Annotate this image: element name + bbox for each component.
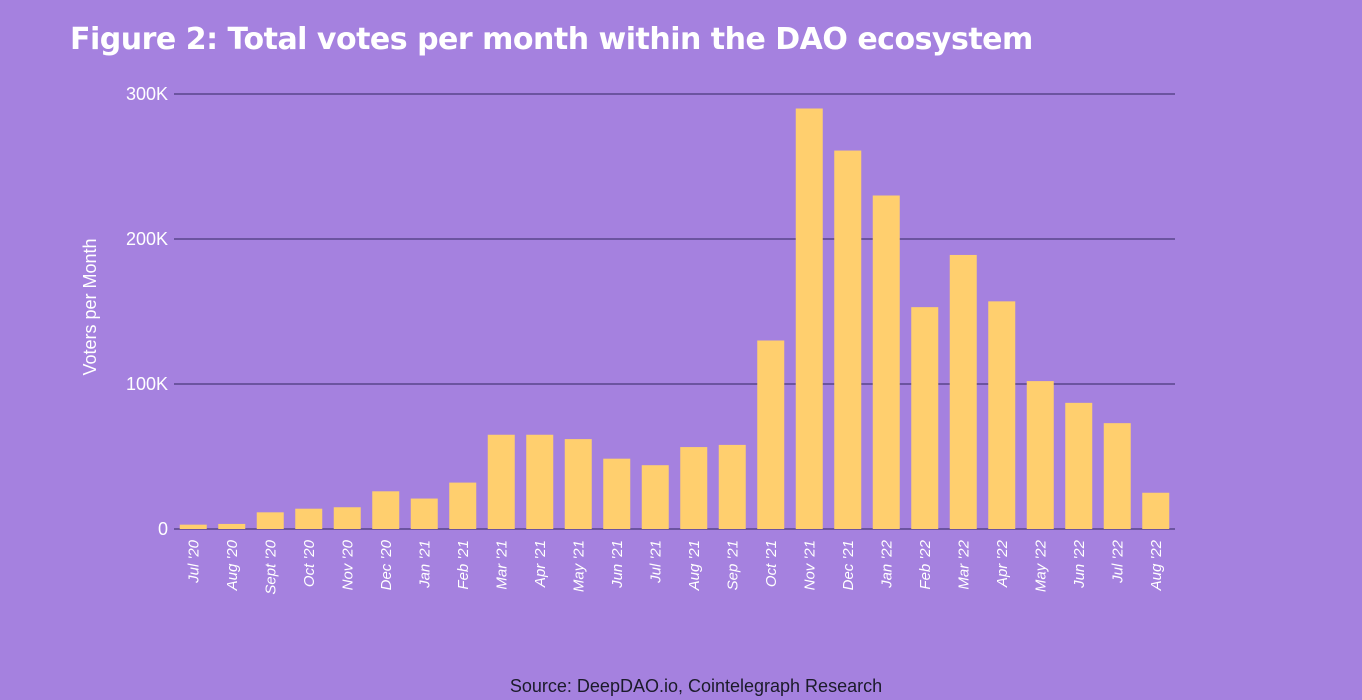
x-tick-label: Sept '20 [262, 539, 279, 594]
source-note: Source: DeepDAO.io, Cointelegraph Resear… [509, 676, 883, 696]
bar [1026, 381, 1054, 529]
bar [1065, 402, 1093, 529]
bar [526, 434, 554, 529]
bar [410, 498, 438, 529]
x-tick-label: Nov '20 [339, 539, 356, 590]
bar [333, 507, 361, 529]
x-tick-label: Mar '22 [955, 539, 972, 589]
bar [449, 482, 477, 529]
x-tick-label: Dec '21 [840, 540, 857, 590]
bar [603, 458, 631, 529]
bar [911, 307, 939, 529]
bar [872, 195, 900, 529]
x-tick-label: Sep '21 [724, 540, 741, 590]
bar [179, 524, 207, 529]
bar [641, 465, 669, 529]
x-tick-label: Jun '22 [1071, 539, 1088, 589]
bar [834, 150, 862, 530]
bar [680, 447, 708, 529]
x-axis-tick-labels: Jul '20 Aug '20 Sept '20 Oct '20 Nov '20 Dec … [185, 539, 1165, 594]
x-tick-label: Aug '20 [224, 539, 241, 591]
y-axis-tick-labels: 0 100K 200K 300K [126, 84, 168, 539]
bar [256, 512, 284, 529]
x-tick-label: Oct '21 [763, 540, 780, 587]
y-tick-label: 0 [158, 519, 168, 539]
x-tick-label: Jul '20 [185, 539, 202, 584]
bar [718, 444, 746, 529]
x-tick-label: Jul '21 [647, 540, 664, 584]
x-tick-label: Jan '21 [416, 540, 433, 589]
x-tick-label: Apr '22 [994, 539, 1011, 588]
x-tick-label: Dec '20 [378, 539, 395, 590]
bar [949, 254, 977, 529]
bar [372, 491, 400, 529]
bar [757, 340, 785, 529]
x-tick-label: May '22 [1032, 539, 1049, 592]
x-tick-label: Jan '22 [878, 539, 895, 589]
bar [988, 301, 1016, 529]
x-tick-label: Feb '22 [917, 539, 934, 589]
chart-title: Figure 2: Total votes per month within t… [70, 22, 1033, 57]
bar [1103, 423, 1131, 529]
x-tick-label: Oct '20 [301, 539, 318, 587]
bar [1142, 492, 1170, 529]
bar [795, 108, 823, 529]
x-tick-label: Jul '22 [1109, 539, 1126, 584]
x-tick-label: Jun '21 [609, 540, 626, 589]
bar [487, 434, 515, 529]
x-tick-label: Aug '22 [1148, 539, 1165, 591]
bar [218, 523, 246, 529]
y-tick-label: 300K [126, 84, 168, 104]
gridlines [174, 93, 1175, 530]
bar [295, 508, 323, 529]
x-tick-label: Nov '21 [801, 540, 818, 590]
x-tick-label: Mar '21 [493, 540, 510, 590]
x-tick-label: May '21 [570, 540, 587, 592]
x-tick-label: Feb '21 [455, 540, 472, 590]
x-tick-label: Aug '21 [686, 540, 703, 591]
bar [564, 439, 592, 529]
bars [179, 108, 1170, 530]
y-axis-title: Voters per Month [80, 238, 100, 375]
y-tick-label: 100K [126, 374, 168, 394]
y-tick-label: 200K [126, 229, 168, 249]
x-tick-label: Apr '21 [532, 540, 549, 588]
